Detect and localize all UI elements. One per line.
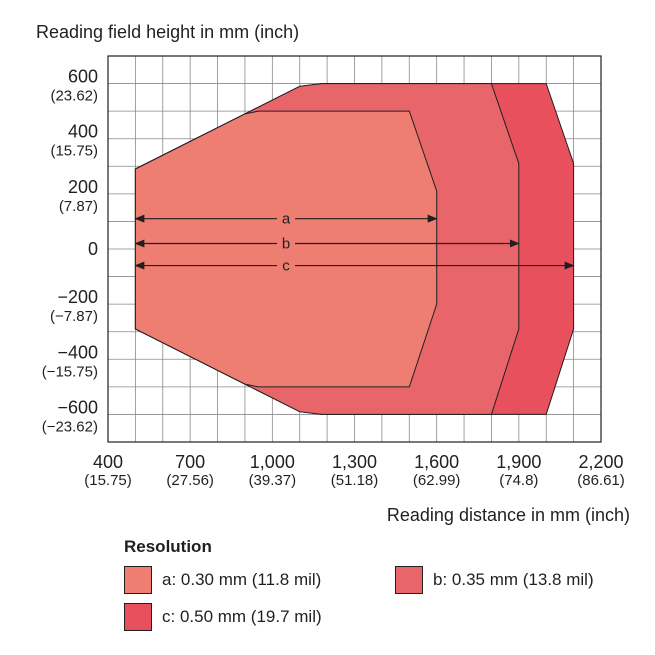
chart-title: Reading field height in mm (inch) (36, 22, 299, 42)
range-label-b: b (282, 235, 290, 252)
legend-swatch-c (124, 603, 152, 631)
x-tick-label: 1,000 (250, 452, 295, 472)
y-tick: −600(−23.62) (42, 397, 98, 435)
x-tick: 1,000(39.37) (249, 452, 297, 489)
legend-item-b: b: 0.35 mm (13.8 mil) (395, 566, 594, 594)
x-tick: 1,900(74.8) (496, 452, 541, 489)
plot-frame (107, 55, 602, 443)
range-label-c: c (282, 258, 290, 275)
reading-area-a (134, 110, 438, 388)
y-tick-label: 200 (68, 177, 98, 197)
y-tick: −200(−7.87) (50, 287, 98, 325)
y-tick: 600(23.62) (50, 67, 98, 105)
y-tick-label: 600 (68, 67, 98, 87)
y-tick-label: −200 (57, 287, 98, 307)
range-arrows: cba (134, 211, 575, 275)
x-tick: 2,200(86.61) (577, 452, 625, 489)
legend-swatch-a (124, 566, 152, 594)
y-tick-label: −600 (57, 397, 98, 417)
x-tick-sublabel: (74.8) (499, 472, 538, 489)
y-tick: 200(7.87) (59, 177, 98, 215)
y-tick-sublabel: (−23.62) (42, 418, 98, 435)
y-tick-sublabel: (7.87) (59, 198, 98, 215)
y-tick-label: −400 (57, 342, 98, 362)
y-tick-sublabel: (−7.87) (50, 308, 98, 325)
x-tick: 700(27.56) (166, 452, 214, 489)
legend-swatch-b (395, 566, 423, 594)
legend-label-b: b: 0.35 mm (13.8 mil) (433, 570, 594, 589)
y-axis-ticks: 600(23.62) 400(15.75) 200(7.87) 0 −200(−7.87… (42, 67, 98, 436)
x-tick-sublabel: (86.61) (577, 472, 625, 489)
y-tick-label: 0 (88, 239, 98, 259)
reading-areas (134, 83, 575, 415)
y-tick-sublabel: (23.62) (50, 88, 98, 105)
x-tick-sublabel: (62.99) (413, 472, 461, 489)
x-tick-label: 2,200 (578, 452, 623, 472)
x-tick: 1,600(62.99) (413, 452, 461, 489)
legend-item-a: a: 0.30 mm (11.8 mil) (124, 566, 321, 594)
y-tick-sublabel: (15.75) (50, 143, 98, 160)
x-tick: 1,300(51.18) (331, 452, 379, 489)
x-tick-label: 1,900 (496, 452, 541, 472)
y-tick: 0 (88, 239, 98, 259)
x-tick-label: 1,600 (414, 452, 459, 472)
y-tick-label: 400 (68, 122, 98, 142)
x-tick-sublabel: (15.75) (84, 472, 132, 489)
legend-item-c: c: 0.50 mm (19.7 mil) (124, 603, 322, 631)
x-tick-label: 400 (93, 452, 123, 472)
range-label-a: a (282, 211, 291, 228)
x-tick-sublabel: (51.18) (331, 472, 379, 489)
reading-field-chart: Reading field height in mm (inch) cba 60… (36, 22, 630, 525)
x-tick-label: 1,300 (332, 452, 377, 472)
y-tick: 400(15.75) (50, 122, 98, 160)
x-tick-sublabel: (27.56) (166, 472, 214, 489)
legend-label-a: a: 0.30 mm (11.8 mil) (162, 570, 322, 589)
x-axis-label: Reading distance in mm (inch) (387, 505, 630, 525)
x-tick-label: 700 (175, 452, 205, 472)
y-tick: −400(−15.75) (42, 342, 98, 380)
x-tick-sublabel: (39.37) (249, 472, 297, 489)
legend-title: Resolution (124, 537, 212, 556)
x-axis-ticks: 400(15.75) 700(27.56) 1,000(39.37) 1,300(51… (84, 452, 625, 489)
x-tick: 400(15.75) (84, 452, 132, 489)
y-tick-sublabel: (−15.75) (42, 363, 98, 380)
legend-label-c: c: 0.50 mm (19.7 mil) (162, 607, 322, 626)
